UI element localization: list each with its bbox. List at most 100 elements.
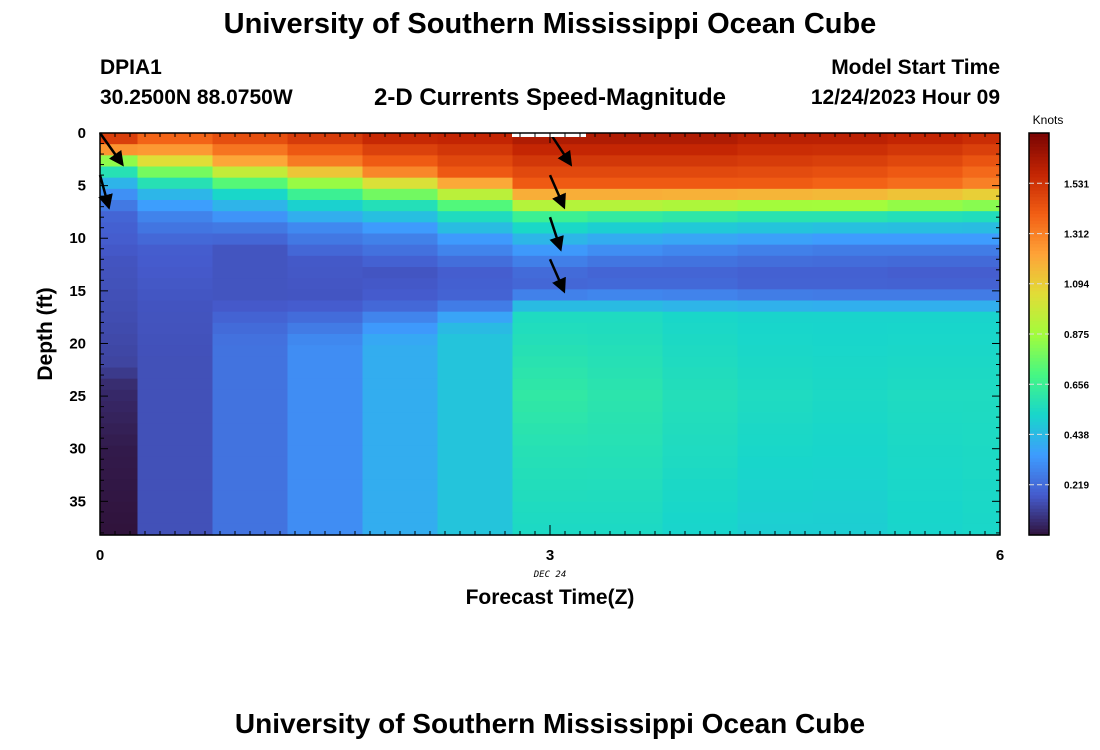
heatmap-cell — [212, 334, 289, 346]
heatmap-cell — [587, 166, 664, 179]
heatmap-cell — [437, 267, 514, 279]
heatmap-cell — [137, 490, 214, 503]
heatmap-cell — [100, 367, 139, 380]
heatmap-cell — [587, 177, 664, 190]
colorbar-swatch — [1029, 230, 1049, 235]
colorbar-swatch — [1029, 273, 1049, 278]
heatmap-cell — [137, 211, 214, 223]
heatmap-cell — [812, 188, 889, 201]
heatmap-cell — [737, 311, 814, 324]
heatmap-cell — [587, 501, 664, 514]
heatmap-cell — [100, 255, 139, 268]
colorbar-swatch — [1029, 270, 1049, 275]
current-vector-arrow — [548, 258, 566, 294]
heatmap-cell — [962, 200, 1001, 212]
heatmap-cell — [137, 311, 214, 324]
heatmap-cell — [812, 367, 889, 380]
heatmap-cell — [137, 255, 214, 268]
y-tick-label: 10 — [69, 230, 86, 247]
heatmap-cell — [212, 378, 289, 391]
colorbar-swatch — [1029, 267, 1049, 271]
colorbar-swatch — [1029, 528, 1049, 533]
heatmap-cell — [137, 334, 214, 346]
heatmap-cell — [662, 479, 739, 491]
heatmap-cell — [512, 177, 589, 190]
heatmap-cell — [100, 133, 139, 145]
heatmap-cell — [962, 300, 1001, 313]
colorbar-swatch — [1029, 384, 1049, 389]
heatmap-cell — [287, 456, 364, 469]
heatmap-cell — [662, 144, 739, 156]
heatmap-cell — [362, 200, 439, 212]
heatmap-cell — [887, 512, 964, 525]
heatmap-cell — [887, 155, 964, 168]
heatmap-cell — [437, 133, 514, 145]
colorbar-swatch — [1029, 397, 1049, 402]
heatmap-cell — [512, 200, 589, 212]
heatmap-cell — [100, 479, 139, 491]
heatmap-cell — [812, 501, 889, 514]
heatmap-cell — [662, 468, 739, 480]
colorbar-swatch — [1029, 149, 1049, 154]
heatmap-cell — [587, 233, 664, 246]
heatmap-cell — [362, 512, 439, 525]
heatmap-cell — [437, 334, 514, 346]
heatmap-cell — [737, 445, 814, 458]
heatmap-cell — [100, 501, 139, 514]
heatmap-cell — [887, 412, 964, 424]
heatmap-cell — [737, 334, 814, 346]
heatmap-cell — [662, 289, 739, 302]
heatmap-cell — [437, 412, 514, 424]
heatmap-cell — [100, 155, 139, 168]
heatmap-cell — [887, 188, 964, 201]
colorbar-swatch — [1029, 434, 1049, 439]
heatmap-cell — [100, 188, 139, 201]
colorbar-swatch — [1029, 169, 1049, 174]
heatmap-cell — [212, 211, 289, 223]
heatmap-cell — [962, 233, 1001, 246]
heatmap-cell — [362, 345, 439, 357]
colorbar-swatch — [1029, 320, 1049, 325]
heatmap-cell — [287, 133, 364, 145]
heatmap-cell — [962, 255, 1001, 268]
heatmap-cell — [212, 244, 289, 257]
heatmap-cells — [100, 133, 1001, 536]
heatmap-cell — [737, 322, 814, 335]
heatmap-cell — [287, 222, 364, 235]
heatmap-cell — [587, 456, 664, 469]
heatmap-cell — [587, 267, 664, 279]
heatmap-cell — [212, 144, 289, 156]
heatmap-cell — [662, 378, 739, 391]
heatmap-cell — [362, 468, 439, 480]
heatmap-cell — [587, 222, 664, 235]
heatmap-cell — [100, 177, 139, 190]
heatmap-cell — [962, 166, 1001, 179]
heatmap-cell — [212, 155, 289, 168]
heatmap-cell — [662, 300, 739, 313]
heatmap-cell — [287, 155, 364, 168]
heatmap-cell — [100, 412, 139, 424]
heatmap-cell — [812, 378, 889, 391]
heatmap-cell — [662, 166, 739, 179]
heatmap-cell — [662, 133, 739, 145]
heatmap-cell — [587, 255, 664, 268]
heatmap-cell — [212, 255, 289, 268]
heatmap-cell — [362, 144, 439, 156]
x-axis-title: Forecast Time(Z) — [466, 586, 635, 609]
colorbar-swatch — [1029, 421, 1049, 426]
heatmap-cell — [812, 456, 889, 469]
heatmap-cell — [812, 434, 889, 447]
heatmap-cell — [512, 423, 589, 436]
heatmap-cell — [137, 445, 214, 458]
heatmap-cell — [887, 311, 964, 324]
heatmap-cell — [212, 490, 289, 503]
heatmap-cell — [100, 389, 139, 402]
heatmap-cell — [362, 322, 439, 335]
heatmap-cell — [662, 423, 739, 436]
heatmap-cell — [287, 445, 364, 458]
heatmap-cell — [100, 378, 139, 391]
heatmap-cell — [587, 367, 664, 380]
colorbar-swatch — [1029, 474, 1049, 479]
heatmap-cell — [100, 289, 139, 302]
heatmap-cell — [287, 244, 364, 257]
